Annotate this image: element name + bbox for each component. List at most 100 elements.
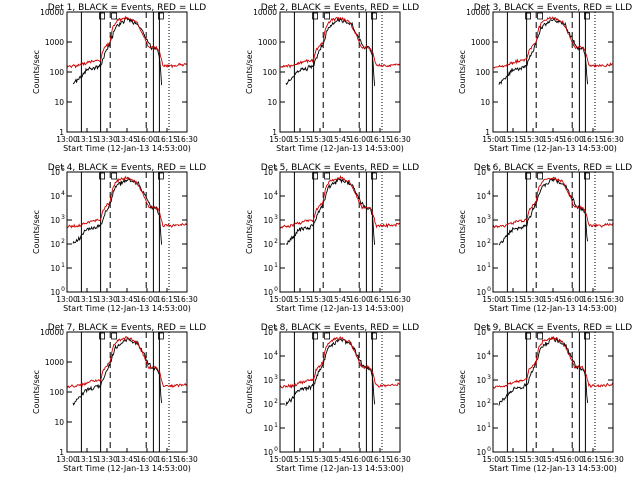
y-tick-exponent: 5 bbox=[274, 166, 278, 173]
x-tick-label: 16:00 bbox=[562, 135, 584, 144]
y-tick-label: 10 bbox=[263, 288, 273, 297]
x-tick-label: 16:00 bbox=[136, 455, 158, 464]
x-tick-label: 16:00 bbox=[136, 135, 158, 144]
y-tick-exponent: 4 bbox=[274, 350, 278, 357]
y-tick-label: 10 bbox=[476, 376, 486, 385]
interval-marker bbox=[584, 332, 590, 340]
x-tick-label: 13:30 bbox=[96, 135, 118, 144]
interval-marker bbox=[584, 12, 590, 20]
y-tick-exponent: 3 bbox=[61, 214, 65, 221]
y-tick-exponent: 4 bbox=[487, 350, 491, 357]
x-tick-label: 16:15 bbox=[582, 135, 604, 144]
y-tick-exponent: 2 bbox=[274, 398, 278, 405]
x-tick-label: 13:15 bbox=[76, 295, 98, 304]
y-tick-exponent: 3 bbox=[487, 214, 491, 221]
y-tick-label: 10 bbox=[476, 328, 486, 337]
events-series-line bbox=[72, 176, 163, 245]
y-tick-label: 10 bbox=[476, 448, 486, 457]
y-tick-label: 10 bbox=[476, 288, 486, 297]
y-tick-label: 1 bbox=[59, 448, 64, 457]
y-tick-exponent: 2 bbox=[61, 238, 65, 245]
x-tick-label: 13:45 bbox=[116, 455, 138, 464]
y-tick-exponent: 0 bbox=[487, 446, 491, 453]
x-tick-label: 13:00 bbox=[56, 295, 78, 304]
y-tick-label: 100 bbox=[50, 388, 65, 397]
y-tick-label: 10000 bbox=[40, 8, 64, 17]
panel-title: Det 8, BLACK = Events, RED = LLD bbox=[261, 323, 420, 333]
x-tick-label: 15:15 bbox=[502, 295, 524, 304]
interval-marker bbox=[525, 332, 531, 340]
x-tick-label: 16:30 bbox=[176, 135, 198, 144]
x-tick-label: 15:30 bbox=[522, 135, 544, 144]
y-tick-label: 10 bbox=[476, 264, 486, 273]
y-axis-label: Counts/sec bbox=[458, 370, 467, 414]
x-tick-label: 16:30 bbox=[176, 455, 198, 464]
y-tick-label: 10 bbox=[480, 98, 490, 107]
panel-title: Det 5, BLACK = Events, RED = LLD bbox=[261, 163, 420, 173]
panel-title: Det 6, BLACK = Events, RED = LLD bbox=[474, 163, 633, 173]
interval-marker bbox=[111, 332, 117, 340]
y-tick-label: 1000 bbox=[45, 358, 64, 367]
x-tick-label: 16:30 bbox=[389, 295, 411, 304]
y-tick-exponent: 3 bbox=[274, 214, 278, 221]
y-tick-exponent: 1 bbox=[274, 422, 278, 429]
x-axis-label: Start Time (12-Jan-13 14:53:00) bbox=[63, 304, 191, 313]
y-axis-label: Counts/sec bbox=[458, 50, 467, 94]
y-tick-label: 10000 bbox=[466, 8, 490, 17]
interval-marker bbox=[537, 12, 543, 20]
y-tick-label: 10 bbox=[50, 192, 60, 201]
y-tick-label: 100 bbox=[50, 68, 65, 77]
x-axis-label: Start Time (12-Jan-13 14:53:00) bbox=[489, 304, 617, 313]
x-tick-label: 15:00 bbox=[269, 295, 291, 304]
x-tick-label: 16:00 bbox=[349, 135, 371, 144]
interval-marker bbox=[324, 172, 331, 180]
y-tick-exponent: 1 bbox=[487, 422, 491, 429]
y-tick-exponent: 4 bbox=[274, 190, 278, 197]
y-tick-exponent: 4 bbox=[487, 190, 491, 197]
y-tick-label: 10 bbox=[476, 424, 486, 433]
y-tick-label: 1 bbox=[272, 128, 277, 137]
interval-marker bbox=[584, 172, 590, 180]
y-tick-exponent: 1 bbox=[487, 262, 491, 269]
lld-series-line bbox=[279, 16, 400, 69]
y-tick-label: 10 bbox=[476, 192, 486, 201]
panel-title: Det 2, BLACK = Events, RED = LLD bbox=[261, 3, 420, 13]
x-axis-label: Start Time (12-Jan-13 14:53:00) bbox=[489, 144, 617, 153]
interval-marker bbox=[99, 12, 105, 20]
y-tick-exponent: 0 bbox=[61, 286, 65, 293]
x-tick-label: 13:30 bbox=[96, 295, 118, 304]
x-tick-label: 15:30 bbox=[309, 295, 331, 304]
y-tick-exponent: 4 bbox=[61, 190, 65, 197]
x-tick-label: 15:00 bbox=[482, 135, 504, 144]
events-series-line bbox=[498, 177, 589, 246]
x-tick-label: 13:45 bbox=[116, 295, 138, 304]
interval-marker bbox=[525, 172, 531, 180]
x-tick-label: 16:15 bbox=[582, 295, 604, 304]
y-axis-label: Counts/sec bbox=[32, 50, 41, 94]
interval-marker bbox=[370, 332, 377, 340]
panel-title: Det 4, BLACK = Events, RED = LLD bbox=[48, 163, 207, 173]
y-tick-label: 10 bbox=[263, 240, 273, 249]
y-tick-label: 10 bbox=[263, 192, 273, 201]
x-tick-label: 15:45 bbox=[542, 135, 564, 144]
x-tick-label: 13:15 bbox=[76, 135, 98, 144]
x-axis-label: Start Time (12-Jan-13 14:53:00) bbox=[489, 464, 617, 473]
events-series-line bbox=[285, 338, 376, 406]
y-tick-label: 100 bbox=[476, 68, 491, 77]
y-tick-label: 10 bbox=[263, 328, 273, 337]
panel-title: Det 3, BLACK = Events, RED = LLD bbox=[474, 3, 633, 13]
x-tick-label: 16:00 bbox=[136, 295, 158, 304]
panel-title: Det 9, BLACK = Events, RED = LLD bbox=[474, 323, 633, 333]
x-tick-label: 15:45 bbox=[542, 295, 564, 304]
lld-series-line bbox=[279, 336, 400, 389]
y-tick-label: 10 bbox=[476, 216, 486, 225]
x-tick-label: 15:45 bbox=[329, 135, 351, 144]
interval-marker bbox=[157, 332, 164, 340]
y-tick-label: 10 bbox=[50, 264, 60, 273]
lld-series-line bbox=[66, 335, 187, 389]
y-tick-label: 10 bbox=[476, 168, 486, 177]
